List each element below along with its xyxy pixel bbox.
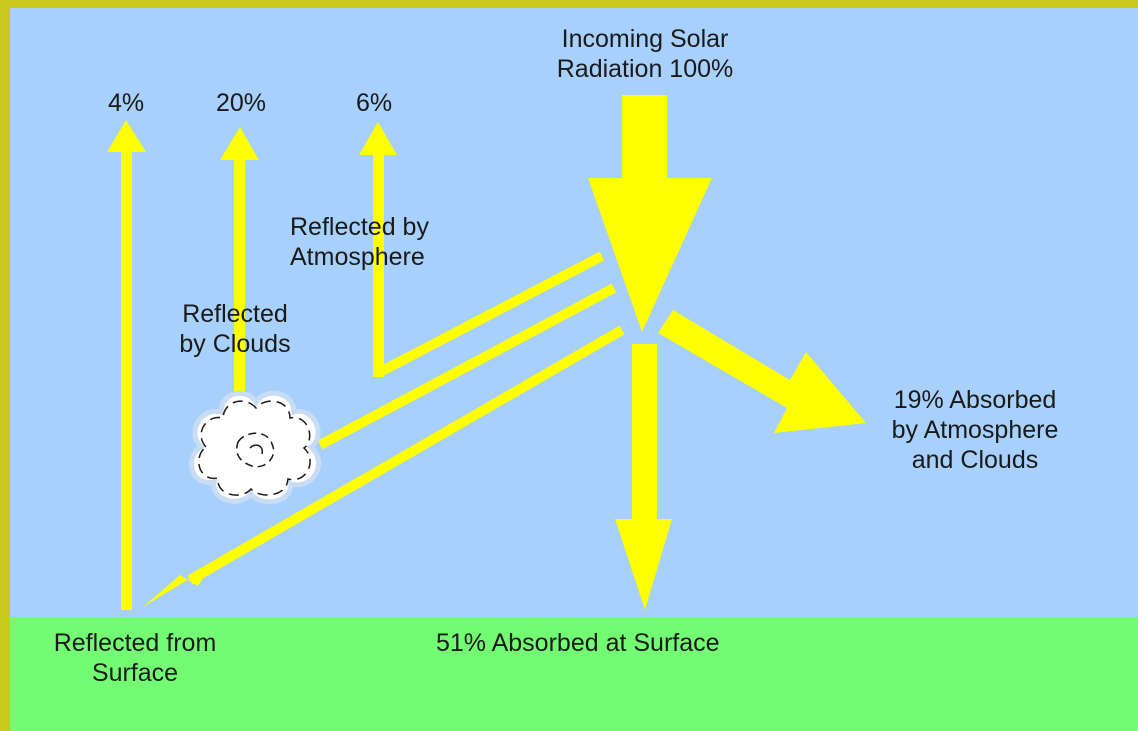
pct-reflected-surface: 4% [108, 89, 145, 117]
reflected-atmosphere-line1: Reflected by [290, 213, 429, 241]
reflected-surface-line2: Surface [91, 659, 179, 687]
incoming-label-line1: Incoming Solar [561, 25, 729, 53]
reflected-surface-line1: Reflected from [53, 629, 217, 657]
absorbed-atmosphere-arrow [658, 310, 866, 433]
reflected-atmosphere-line2: Atmosphere [290, 243, 425, 271]
atmosphere-reflection-diagonal [377, 251, 605, 377]
reflected-clouds-line1: Reflected [182, 300, 288, 328]
reflected-atmosphere-label: Reflected by Atmosphere [290, 212, 429, 272]
pct-reflected-atmosphere: 6% [356, 89, 393, 117]
reflected-clouds-up-arrow [220, 127, 259, 400]
surface-reflection-diagonal [187, 325, 625, 585]
cloud-reflection-diagonal [317, 283, 617, 450]
reflected-surface-up-arrow [107, 120, 146, 610]
reflected-clouds-label: Reflected by Clouds [150, 299, 320, 359]
reflected-atmosphere-up-arrow [359, 122, 397, 377]
surface-reflection-arrowhead [143, 565, 212, 607]
pct-reflected-clouds: 20% [216, 89, 267, 117]
absorbed-atmosphere-line1: 19% Absorbed [893, 386, 1057, 414]
incoming-radiation-arrow [588, 95, 712, 332]
incoming-label-line2: Radiation 100% [556, 55, 734, 83]
cloud-icon [189, 390, 321, 505]
absorbed-surface-arrow [615, 344, 672, 610]
reflected-surface-label: Reflected from Surface [20, 628, 250, 688]
absorbed-atmosphere-line3: and Clouds [911, 446, 1039, 474]
absorbed-atmosphere-label: 19% Absorbed by Atmosphere and Clouds [850, 385, 1100, 475]
reflected-clouds-line2: by Clouds [179, 330, 291, 358]
absorbed-surface-label: 51% Absorbed at Surface [436, 629, 720, 657]
incoming-radiation-label: Incoming Solar Radiation 100% [520, 24, 770, 84]
ground-region [10, 617, 1138, 731]
absorbed-atmosphere-line2: by Atmosphere [891, 416, 1059, 444]
